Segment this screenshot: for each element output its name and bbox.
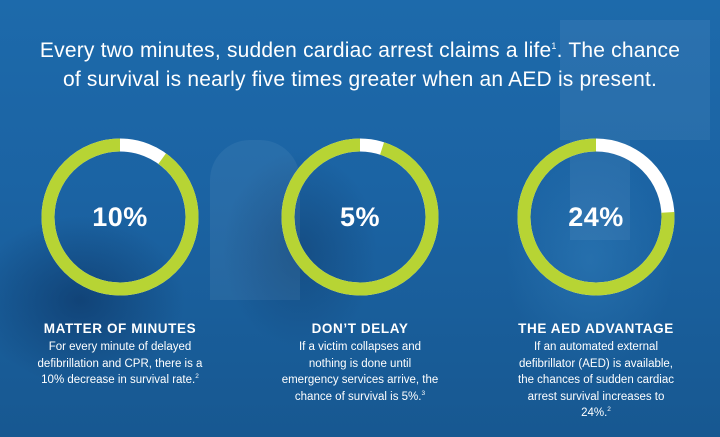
stat-title: MATTER OF MINUTES [43,321,197,336]
stat-value: 10% [92,202,148,232]
ring-fill [517,138,675,296]
stat-body: If a victim collapses and nothing is don… [260,339,460,405]
stat-title: THE AED ADVANTAGE [518,321,674,336]
progress-ring-graphic [281,138,439,296]
stat-aed-advantage: 24% THE AED ADVANTAGE If an automated ex… [496,135,696,422]
stat-footnote-ref: 2 [607,406,611,414]
headline-footnote-ref: 1 [551,41,557,51]
progress-ring-graphic [517,138,675,296]
headline-line-1-tail: . The chance [556,39,681,62]
progress-ring: 24% [514,135,678,299]
stat-body-text: For every minute of delayed defibrillati… [37,341,203,386]
progress-ring: 5% [278,135,442,299]
stat-title: DON’T DELAY [311,321,409,336]
stat-footnote-ref: 3 [421,389,426,397]
headline: Every two minutes, sudden cardiac arrest… [0,36,720,94]
stat-value: 5% [339,202,381,232]
stat-body-text: If a victim collapses and nothing is don… [281,341,439,403]
ring-fill [41,138,199,296]
headline-line-2: of survival is nearly five times greater… [62,68,658,91]
progress-ring-graphic [41,138,199,296]
background-aed-cabinet-shape [570,140,630,240]
stat-body: For every minute of delayed defibrillati… [20,339,220,389]
stat-body: If an automated external defibrillator (… [496,339,696,422]
stat-body-text: If an automated external defibrillator (… [518,341,674,419]
progress-ring: 10% [38,135,202,299]
ring-fill [281,138,439,296]
stat-footnote-ref: 2 [195,373,199,381]
headline-line-1-text: Every two minutes, sudden cardiac arrest… [39,39,552,62]
background-window-shape [560,20,710,140]
stat-dont-delay: 5% DON’T DELAY If a victim collapses and… [260,135,460,405]
stat-value: 24% [568,202,624,232]
headline-line-1: Every two minutes, sudden cardiac arrest… [0,36,720,65]
stat-matter-of-minutes: 10% MATTER OF MINUTES For every minute o… [20,135,220,389]
